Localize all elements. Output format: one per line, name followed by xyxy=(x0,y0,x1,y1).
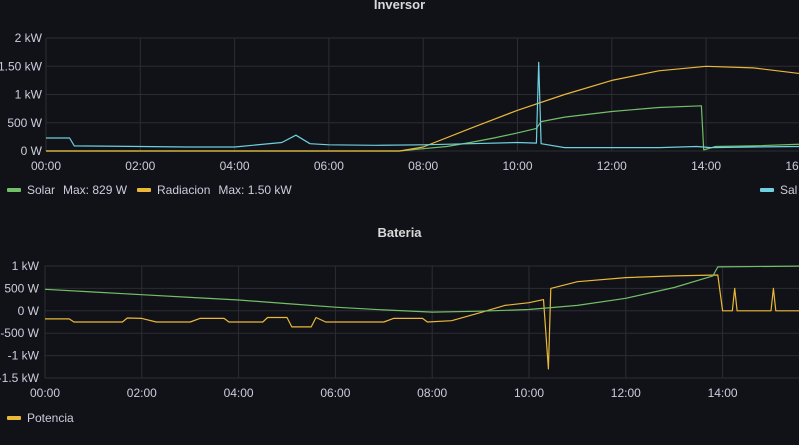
y-tick-label: 1.50 kW xyxy=(0,59,43,73)
y-tick-label: 0 W xyxy=(18,304,40,318)
y-tick-label: 1 kW xyxy=(15,88,43,102)
x-tick-label: 02:00 xyxy=(127,386,157,400)
x-tick-label: 14:00 xyxy=(691,159,721,173)
grid xyxy=(44,265,799,379)
x-tick-label: 08:00 xyxy=(417,386,447,400)
series-line-secondary xyxy=(44,265,799,313)
y-tick-label: -1 kW xyxy=(8,349,40,363)
x-tick-label: 06:00 xyxy=(320,386,350,400)
legend-item-potencia[interactable]: Potencia xyxy=(7,411,74,425)
legend-swatch xyxy=(7,416,21,420)
bateria-panel: Bateria 1 kW 500 W 0 W -500 W -1 kW -1.5 kW 00… xyxy=(0,215,799,445)
grid xyxy=(45,37,799,152)
y-tick-label: 2 kW xyxy=(15,31,43,45)
y-tick-label: -1.5 kW xyxy=(0,371,40,385)
legend-label: Solar xyxy=(27,183,56,197)
panel-title: Bateria xyxy=(377,225,422,240)
x-tick-label: 12:00 xyxy=(597,159,627,173)
legend-stat: Max: 1.50 kW xyxy=(218,183,292,197)
x-tick-label: 08:00 xyxy=(408,159,438,173)
x-tick-label: 14:00 xyxy=(708,386,738,400)
inversor-chart[interactable]: 0 W 500 W 1 kW 1.50 kW 2 kW 00:00 02:00 04:00 06… xyxy=(0,0,799,180)
y-tick-label: 500 W xyxy=(4,281,39,295)
x-tick-label: 00:00 xyxy=(31,159,61,173)
x-tick-label: 00:00 xyxy=(30,386,60,400)
panel-title: Inversor xyxy=(373,0,426,12)
x-tick-label: 10:00 xyxy=(502,159,532,173)
legend-label: Radiacion xyxy=(157,183,211,197)
x-tick-label: 04:00 xyxy=(220,159,250,173)
legend-item-radiacion[interactable]: Radiacion Max: 1.50 kW xyxy=(137,183,292,197)
y-tick-label: 0 W xyxy=(21,144,43,158)
y-tick-label: 1 kW xyxy=(12,259,40,273)
x-tick-label: 04:00 xyxy=(224,386,254,400)
series-line-radiacion xyxy=(46,65,799,152)
x-tick-label: 06:00 xyxy=(314,159,344,173)
series-line-solar xyxy=(46,105,799,152)
legend-label: Sal xyxy=(780,183,798,197)
inversor-panel: Inversor 0 W 500 W 1 kW 1.50 kW 2 kW 00:00 02:… xyxy=(0,0,799,215)
legend-label: Potencia xyxy=(27,411,74,425)
legend-stat: Max: 829 W xyxy=(63,183,128,197)
y-tick-label: -500 W xyxy=(0,326,39,340)
series-line-potencia xyxy=(45,274,799,370)
y-tick-label: 500 W xyxy=(7,116,42,130)
legend-swatch xyxy=(7,188,21,192)
x-tick-label: 12:00 xyxy=(611,386,641,400)
legend-item-sal[interactable]: Sal xyxy=(760,183,797,197)
x-tick-label: 02:00 xyxy=(125,159,155,173)
legend-swatch xyxy=(137,188,151,192)
series-line-sal xyxy=(46,61,799,149)
x-tick-label: 16:00 xyxy=(785,159,799,173)
legend-item-solar[interactable]: Solar Max: 829 W xyxy=(7,183,127,197)
legend-swatch xyxy=(760,188,774,192)
x-tick-label: 10:00 xyxy=(514,386,544,400)
